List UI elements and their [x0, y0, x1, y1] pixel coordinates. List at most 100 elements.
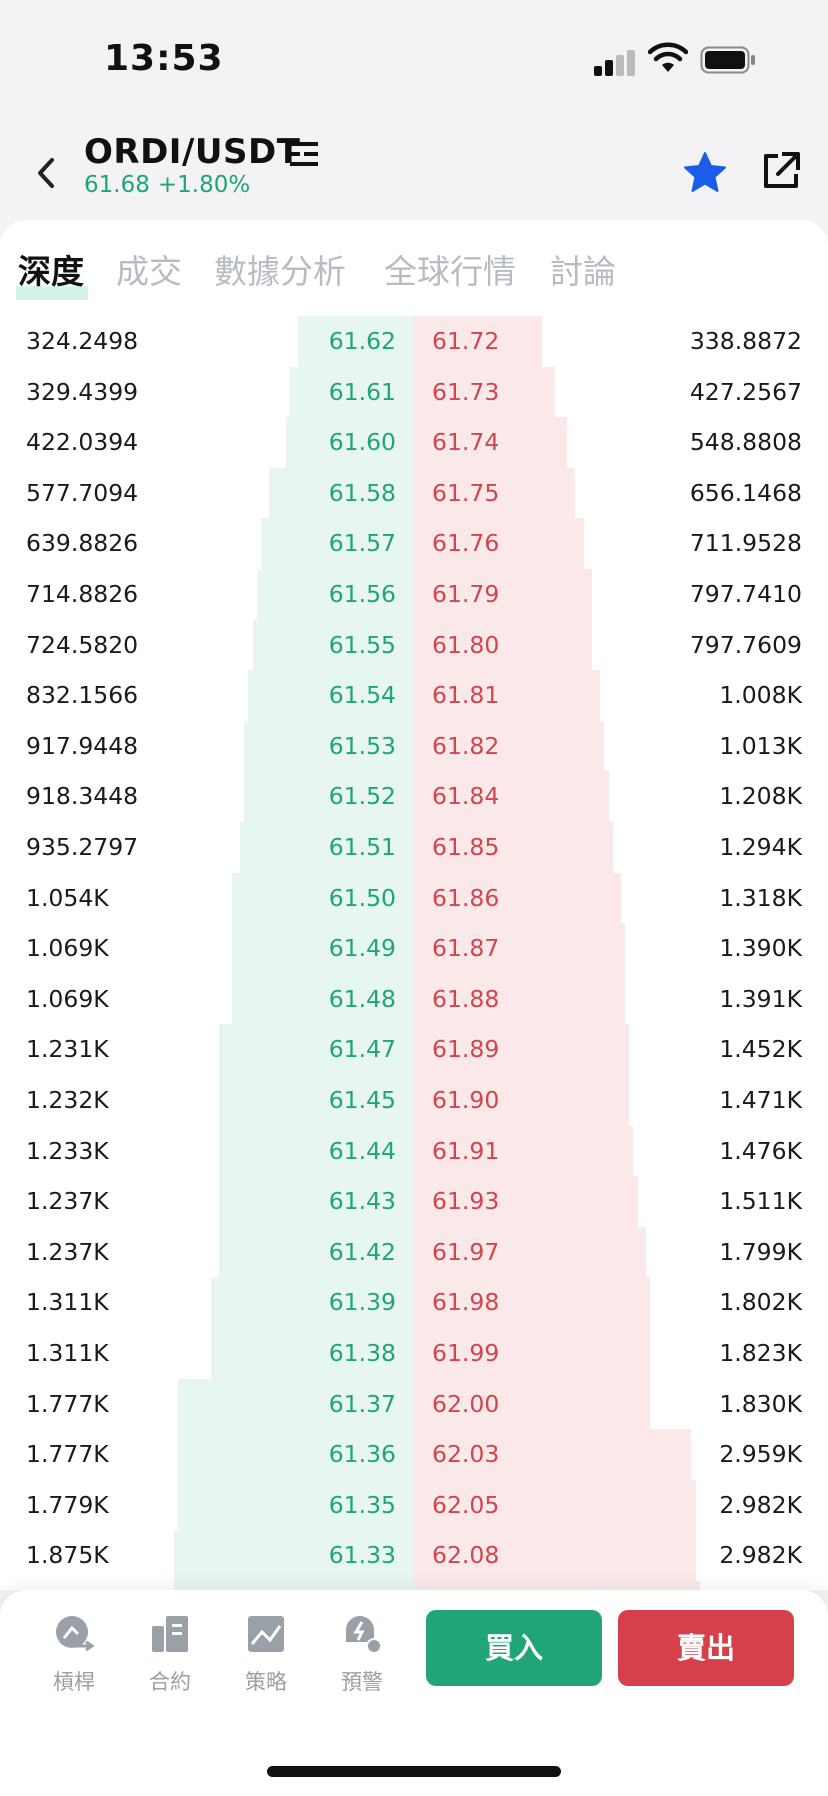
- order-book-row[interactable]: 917.9448 61.53 61.82 1.013K: [0, 720, 828, 772]
- bid-depth-bar: [248, 670, 414, 721]
- ask-depth-bar: [414, 923, 626, 974]
- order-book-row[interactable]: 1.231K 61.47 61.89 1.452K: [0, 1024, 828, 1075]
- ask-depth-bar: [414, 619, 593, 671]
- bid-depth-bar: [231, 872, 414, 924]
- order-book-row[interactable]: 935.2797 61.51 61.85 1.294K: [0, 822, 828, 873]
- bid-price: 61.38: [328, 1339, 396, 1367]
- bid-quantity: 1.237K: [26, 1237, 109, 1266]
- bid-quantity: 1.875K: [26, 1541, 109, 1570]
- bid-quantity: 1.877K: [26, 1581, 109, 1590]
- order-book-row[interactable]: 639.8826 61.57 61.76 711.9528: [0, 518, 828, 569]
- bid-depth-bar: [231, 923, 414, 974]
- bid-quantity: 1.779K: [26, 1490, 109, 1519]
- bid-depth-bar: [244, 720, 414, 772]
- favorite-star-icon[interactable]: [680, 148, 730, 198]
- bid-price: 61.32: [329, 1581, 396, 1590]
- bid-depth-bar: [211, 1328, 414, 1379]
- ask-price: 61.72: [432, 327, 500, 355]
- buy-button[interactable]: 買入: [426, 1610, 602, 1686]
- order-book-row[interactable]: 1.311K 61.39 61.98 1.802K: [0, 1277, 828, 1328]
- order-book-row[interactable]: 329.4399 61.61 61.73 427.2567: [0, 366, 828, 418]
- ask-price: 61.89: [432, 1035, 500, 1064]
- wifi-icon: [648, 42, 688, 72]
- bid-depth-bar: [219, 1125, 414, 1177]
- order-book-row[interactable]: 324.2498 61.62 61.72 338.8872: [0, 316, 828, 367]
- bid-depth-bar: [260, 518, 414, 569]
- order-book-row[interactable]: 1.877K 61.32 62.09 3.000K: [0, 1581, 828, 1590]
- order-book-row[interactable]: 1.875K 61.33 62.08 2.982K: [0, 1530, 828, 1581]
- nav-strategy[interactable]: 策略: [226, 1612, 306, 1696]
- ask-depth-bar: [414, 417, 568, 468]
- bid-price: 61.42: [328, 1237, 396, 1266]
- order-book-row[interactable]: 1.237K 61.43 61.93 1.511K: [0, 1176, 828, 1227]
- cellular-signal-icon: [594, 50, 635, 76]
- sell-button[interactable]: 賣出: [618, 1610, 794, 1686]
- order-book-row[interactable]: 422.0394 61.60 61.74 548.8808: [0, 417, 828, 468]
- bid-depth-bar: [285, 417, 414, 468]
- tab-depth[interactable]: 深度: [18, 252, 84, 291]
- bid-quantity: 1.069K: [26, 934, 109, 963]
- bid-depth-bar: [298, 316, 414, 367]
- ask-quantity: 797.7609: [689, 630, 802, 659]
- order-book-row[interactable]: 1.069K 61.48 61.88 1.391K: [0, 973, 828, 1025]
- price-change: +1.80%: [157, 172, 251, 198]
- order-book-row[interactable]: 1.237K 61.42 61.97 1.799K: [0, 1226, 828, 1278]
- ask-price: 61.87: [432, 934, 500, 963]
- ask-quantity: 1.511K: [719, 1187, 802, 1216]
- order-book-row[interactable]: 724.5820 61.55 61.80 797.7609: [0, 619, 828, 671]
- order-book-row[interactable]: 1.777K 61.37 62.00 1.830K: [0, 1378, 828, 1430]
- ask-quantity: 1.391K: [719, 984, 802, 1013]
- pair-switch-menu-icon[interactable]: [290, 138, 320, 172]
- bid-quantity: 1.777K: [26, 1440, 109, 1469]
- strategy-icon: [248, 1616, 284, 1652]
- tab-data-analysis[interactable]: 數據分析: [214, 252, 346, 291]
- tab-global-market[interactable]: 全球行情: [384, 252, 516, 291]
- tab-trades[interactable]: 成交: [116, 252, 182, 291]
- bid-price: 61.61: [328, 377, 396, 406]
- order-book-row[interactable]: 1.054K 61.50 61.86 1.318K: [0, 872, 828, 924]
- nav-leverage[interactable]: 槓桿: [34, 1612, 114, 1696]
- ask-quantity: 1.830K: [719, 1389, 802, 1418]
- alert-icon: [346, 1616, 382, 1654]
- order-book-row[interactable]: 714.8826 61.56 61.79 797.7410: [0, 569, 828, 620]
- order-book-row[interactable]: 832.1566 61.54 61.81 1.008K: [0, 670, 828, 721]
- ask-depth-bar: [414, 1581, 700, 1590]
- order-book-row[interactable]: 577.7094 61.58 61.75 656.1468: [0, 467, 828, 519]
- ask-price: 61.85: [432, 833, 500, 861]
- share-icon[interactable]: [756, 146, 806, 196]
- bid-quantity: 1.777K: [26, 1389, 109, 1418]
- tab-discussion[interactable]: 討論: [550, 252, 616, 291]
- ask-quantity: 2.982K: [719, 1490, 802, 1519]
- ask-quantity: 1.799K: [719, 1237, 802, 1266]
- ask-depth-bar: [414, 771, 609, 822]
- ask-price: 61.90: [432, 1086, 500, 1114]
- bid-depth-bar: [244, 771, 414, 822]
- bid-price: 61.55: [328, 630, 396, 659]
- back-arrow-icon[interactable]: [28, 148, 64, 198]
- ask-price: 62.05: [432, 1490, 500, 1519]
- bid-price: 61.52: [328, 782, 396, 811]
- order-book-row[interactable]: 1.779K 61.35 62.05 2.982K: [0, 1479, 828, 1531]
- nav-alert[interactable]: 預警: [322, 1612, 402, 1696]
- ask-quantity: 2.959K: [719, 1440, 802, 1469]
- ask-depth-bar: [414, 316, 543, 367]
- ask-quantity: 1.476K: [719, 1136, 802, 1165]
- order-book-row[interactable]: 1.311K 61.38 61.99 1.823K: [0, 1328, 828, 1379]
- ask-price: 61.73: [432, 377, 500, 406]
- ask-depth-bar: [414, 1530, 696, 1581]
- order-book-row[interactable]: 1.233K 61.44 61.91 1.476K: [0, 1125, 828, 1177]
- bid-quantity: 1.233K: [26, 1136, 109, 1165]
- order-book-row[interactable]: 1.777K 61.36 62.03 2.959K: [0, 1429, 828, 1480]
- order-book-row[interactable]: 1.232K 61.45 61.90 1.471K: [0, 1075, 828, 1126]
- pair-title[interactable]: ORDI/USDT: [84, 132, 301, 172]
- home-indicator: [267, 1766, 561, 1777]
- bid-quantity: 917.9448: [26, 731, 139, 760]
- ask-quantity: 1.390K: [719, 934, 802, 963]
- ask-quantity: 1.013K: [719, 731, 802, 760]
- bid-quantity: 1.232K: [26, 1086, 109, 1114]
- nav-contract[interactable]: 合約: [130, 1612, 210, 1696]
- order-book-row[interactable]: 918.3448 61.52 61.84 1.208K: [0, 771, 828, 822]
- bid-price: 61.49: [328, 934, 396, 963]
- bid-price: 61.36: [328, 1440, 396, 1469]
- order-book-row[interactable]: 1.069K 61.49 61.87 1.390K: [0, 923, 828, 974]
